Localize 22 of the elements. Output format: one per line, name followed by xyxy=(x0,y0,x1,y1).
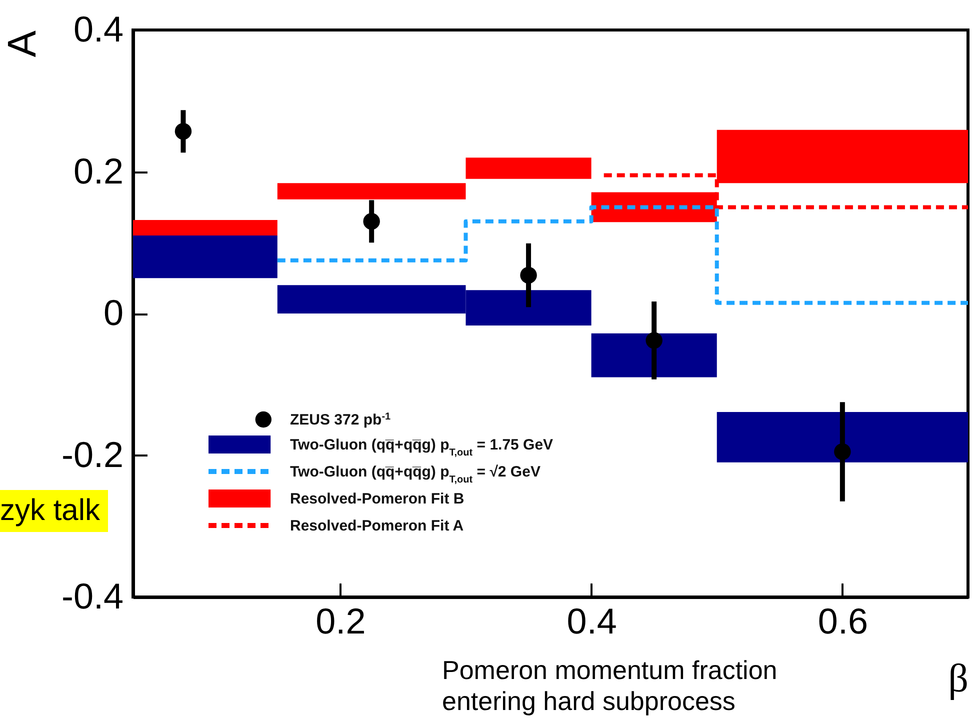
legend-label: Two-Gluon (qq̅+qq̅g) p$_{T,out}$ = 1.75 GeV xyxy=(290,436,554,458)
legend-label: Two-Gluon (qq̅+qq̅g) p$_{T,out}$ = √2 GeV xyxy=(290,464,540,485)
y-tick-label: 0.2 xyxy=(73,150,124,192)
point xyxy=(834,443,851,460)
legend-label: ZEUS 372 pb$^{-1}$ xyxy=(290,411,392,428)
point xyxy=(363,213,380,230)
x-tick-label: 0.4 xyxy=(566,600,617,642)
text: Pomeron momentum fraction entering hard subprocess xyxy=(442,655,778,717)
x-axis-title: β xyxy=(948,656,968,700)
y-tick-label: -0.2 xyxy=(61,434,124,475)
text: zyk talk xyxy=(0,490,108,532)
y-tick-label: 0 xyxy=(103,292,124,333)
point xyxy=(174,123,192,140)
y-tick-label: 0.4 xyxy=(73,8,124,50)
x-tick-label: 0.6 xyxy=(818,600,868,642)
point xyxy=(520,266,537,284)
x-tick-label: 0.2 xyxy=(316,600,366,642)
y-axis-title: A xyxy=(0,30,44,58)
point xyxy=(646,332,662,349)
y-tick-label: -0.4 xyxy=(61,576,124,616)
legend-label: Resolved-Pomeron Fit B xyxy=(290,490,464,508)
legend-label: Resolved-Pomeron Fit A xyxy=(290,518,464,534)
